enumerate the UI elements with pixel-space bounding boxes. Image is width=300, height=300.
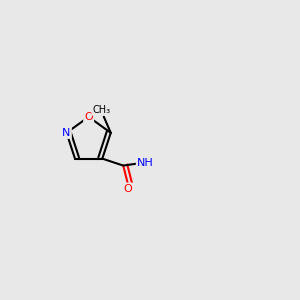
Text: NH: NH (137, 158, 154, 168)
Text: O: O (84, 112, 93, 122)
Text: CH₃: CH₃ (92, 105, 110, 115)
Text: O: O (124, 184, 132, 194)
Text: N: N (62, 128, 71, 138)
